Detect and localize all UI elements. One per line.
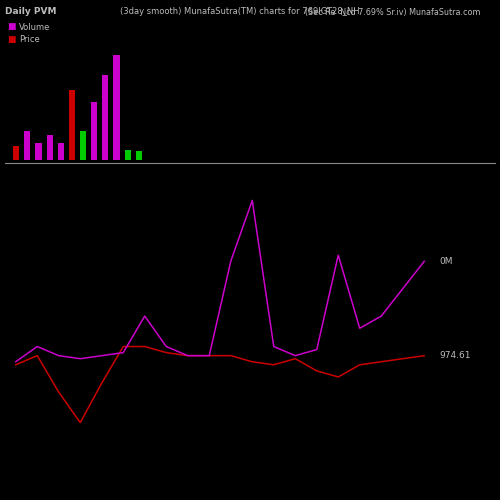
Bar xyxy=(13,146,19,160)
Bar xyxy=(102,75,108,160)
Text: 0M: 0M xyxy=(440,257,453,266)
Bar xyxy=(36,143,42,160)
Text: ■: ■ xyxy=(8,35,16,44)
Text: (3day smooth) MunafaSutra(TM) charts for 769IGT28_NH: (3day smooth) MunafaSutra(TM) charts for… xyxy=(120,8,360,16)
Text: ■: ■ xyxy=(8,22,16,32)
Bar xyxy=(114,56,119,160)
Bar xyxy=(91,102,98,160)
Text: (Sec Re  Ncd 7.69% Sr.iv) MunafaSutra.com: (Sec Re Ncd 7.69% Sr.iv) MunafaSutra.com xyxy=(305,8,480,16)
Bar xyxy=(124,150,131,160)
Text: Price: Price xyxy=(19,35,40,44)
Text: Daily PVM: Daily PVM xyxy=(5,8,57,16)
Bar xyxy=(80,130,86,160)
Bar xyxy=(24,130,30,160)
Bar xyxy=(46,135,52,160)
Text: 974.61: 974.61 xyxy=(440,351,471,360)
Bar xyxy=(58,143,64,160)
Text: Volume: Volume xyxy=(19,22,50,32)
Bar xyxy=(69,90,75,160)
Bar xyxy=(136,150,142,160)
